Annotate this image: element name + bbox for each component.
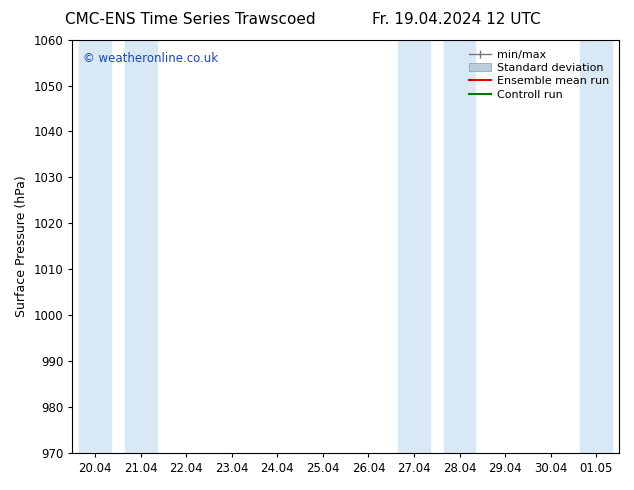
Legend: min/max, Standard deviation, Ensemble mean run, Controll run: min/max, Standard deviation, Ensemble me…: [465, 45, 614, 104]
Bar: [398, 40, 430, 453]
Bar: [580, 40, 612, 453]
Bar: [79, 40, 111, 453]
Text: CMC-ENS Time Series Trawscoed: CMC-ENS Time Series Trawscoed: [65, 12, 316, 27]
Bar: [444, 40, 476, 453]
Text: © weatheronline.co.uk: © weatheronline.co.uk: [83, 52, 218, 65]
Text: Fr. 19.04.2024 12 UTC: Fr. 19.04.2024 12 UTC: [372, 12, 541, 27]
Bar: [125, 40, 157, 453]
Y-axis label: Surface Pressure (hPa): Surface Pressure (hPa): [15, 175, 28, 317]
